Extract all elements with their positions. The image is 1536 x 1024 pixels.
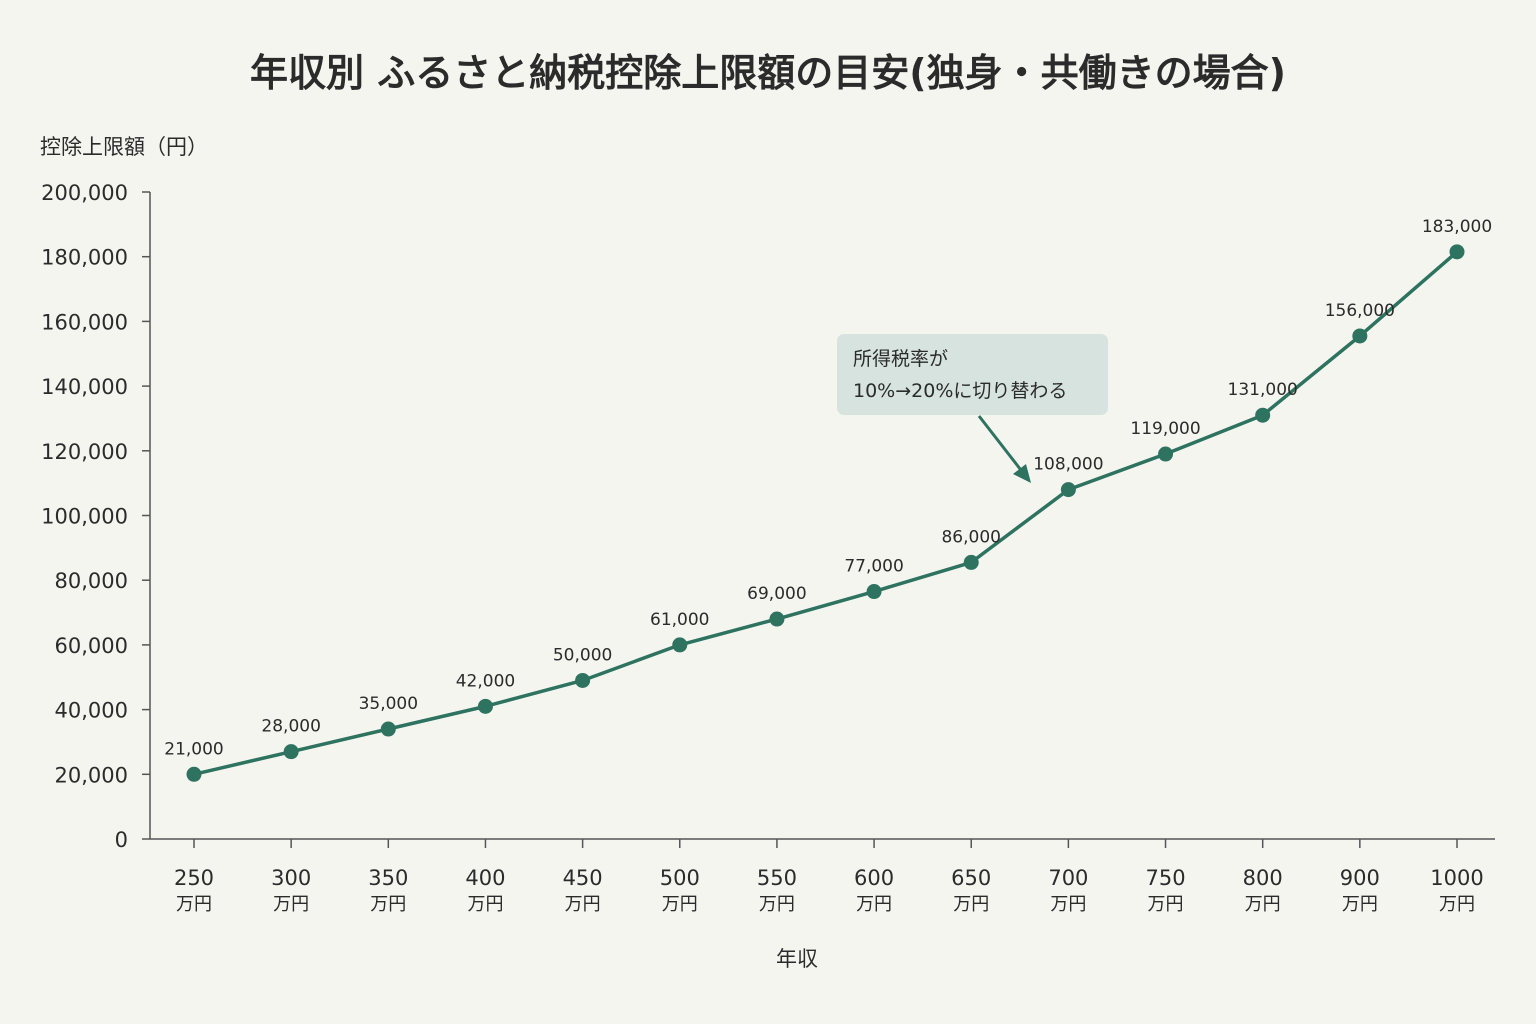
y-tick-label: 20,000 [55,763,128,787]
data-point [186,766,202,782]
x-tick-label: 500 [660,866,700,890]
x-axis-title: 年収 [776,947,818,971]
data-point [1060,482,1076,498]
x-tick-unit: 万円 [1050,894,1086,915]
y-tick-label: 180,000 [41,246,128,270]
x-tick-unit: 万円 [176,894,212,915]
x-ticks: 250 万円 300 万円 350 万円 400 万円 450 万円 500 万円 550 万円 600 万円… [174,839,1484,915]
y-tick-label: 100,000 [41,505,128,529]
data-point [575,672,591,688]
data-label: 156,000 [1325,301,1395,321]
data-labels: 21,000 28,000 35,000 42,000 50,000 61,000 69,0… [164,217,1492,759]
x-tick-unit: 万円 [370,894,406,915]
y-tick-label: 160,000 [41,310,128,334]
x-tick-label: 650 [951,866,991,890]
chart-title: 年収別 ふるさと納税控除上限額の目安(独身・共働きの場合) [250,51,1286,95]
x-tick-label: 450 [563,866,603,890]
y-axis-title: 控除上限額（円） [40,135,208,159]
annotation-line-1: 所得税率が [853,348,948,370]
data-label: 86,000 [941,527,1000,547]
data-label: 131,000 [1228,380,1298,400]
x-tick-unit: 万円 [662,894,698,915]
data-point [477,698,493,714]
data-point [1352,328,1368,344]
y-tick-label: 40,000 [55,699,128,723]
y-tick-label: 140,000 [41,375,128,399]
x-tick-unit: 万円 [953,894,989,915]
y-ticks: 0 20,000 40,000 60,000 80,000 100,000 120,000 1… [41,181,150,852]
x-tick-label: 400 [465,866,505,890]
data-point [1449,244,1465,260]
x-tick-unit: 万円 [565,894,601,915]
x-tick-unit: 万円 [467,894,503,915]
x-tick-unit: 万円 [1148,894,1184,915]
x-tick-unit: 万円 [759,894,795,915]
data-label: 77,000 [844,557,903,577]
data-point [672,637,688,653]
data-label: 21,000 [164,739,223,759]
data-point [866,584,882,600]
x-tick-label: 800 [1243,866,1283,890]
data-label: 183,000 [1422,217,1492,237]
y-tick-label: 120,000 [41,440,128,464]
series-line [193,250,1459,777]
data-label: 42,000 [456,671,515,691]
data-label: 69,000 [747,584,806,604]
data-point [1255,407,1271,423]
data-label: 61,000 [650,610,709,630]
x-tick-label: 300 [271,866,311,890]
annotation-arrow [977,415,1026,475]
x-tick-unit: 万円 [1245,894,1281,915]
annotation: 所得税率が 10%→20%に切り替わる [837,334,1108,483]
x-tick-unit: 万円 [1439,894,1475,915]
x-tick-label: 550 [757,866,797,890]
data-point [380,721,396,737]
data-point [283,744,299,760]
x-tick-label: 350 [368,866,408,890]
x-tick-label: 600 [854,866,894,890]
x-tick-label: 1000 [1430,866,1483,890]
annotation-arrowhead [1013,464,1031,483]
y-tick-label: 200,000 [41,181,128,205]
x-tick-unit: 万円 [856,894,892,915]
x-tick-label: 900 [1340,866,1380,890]
data-point [963,554,979,570]
x-tick-unit: 万円 [1342,894,1378,915]
x-tick-label: 750 [1145,866,1185,890]
data-label: 28,000 [261,717,320,737]
data-label: 35,000 [359,694,418,714]
annotation-box [837,334,1108,415]
x-tick-label: 250 [174,866,214,890]
data-label: 119,000 [1130,419,1200,439]
x-tick-label: 700 [1048,866,1088,890]
y-tick-label: 60,000 [55,634,128,658]
data-label: 108,000 [1033,455,1103,475]
y-tick-label: 80,000 [55,569,128,593]
series [186,244,1465,782]
data-label: 50,000 [553,645,612,665]
y-tick-label: 0 [115,828,128,852]
data-point [769,611,785,627]
x-tick-unit: 万円 [273,894,309,915]
data-point [1158,446,1174,462]
annotation-line-2: 10%→20%に切り替わる [853,380,1067,402]
